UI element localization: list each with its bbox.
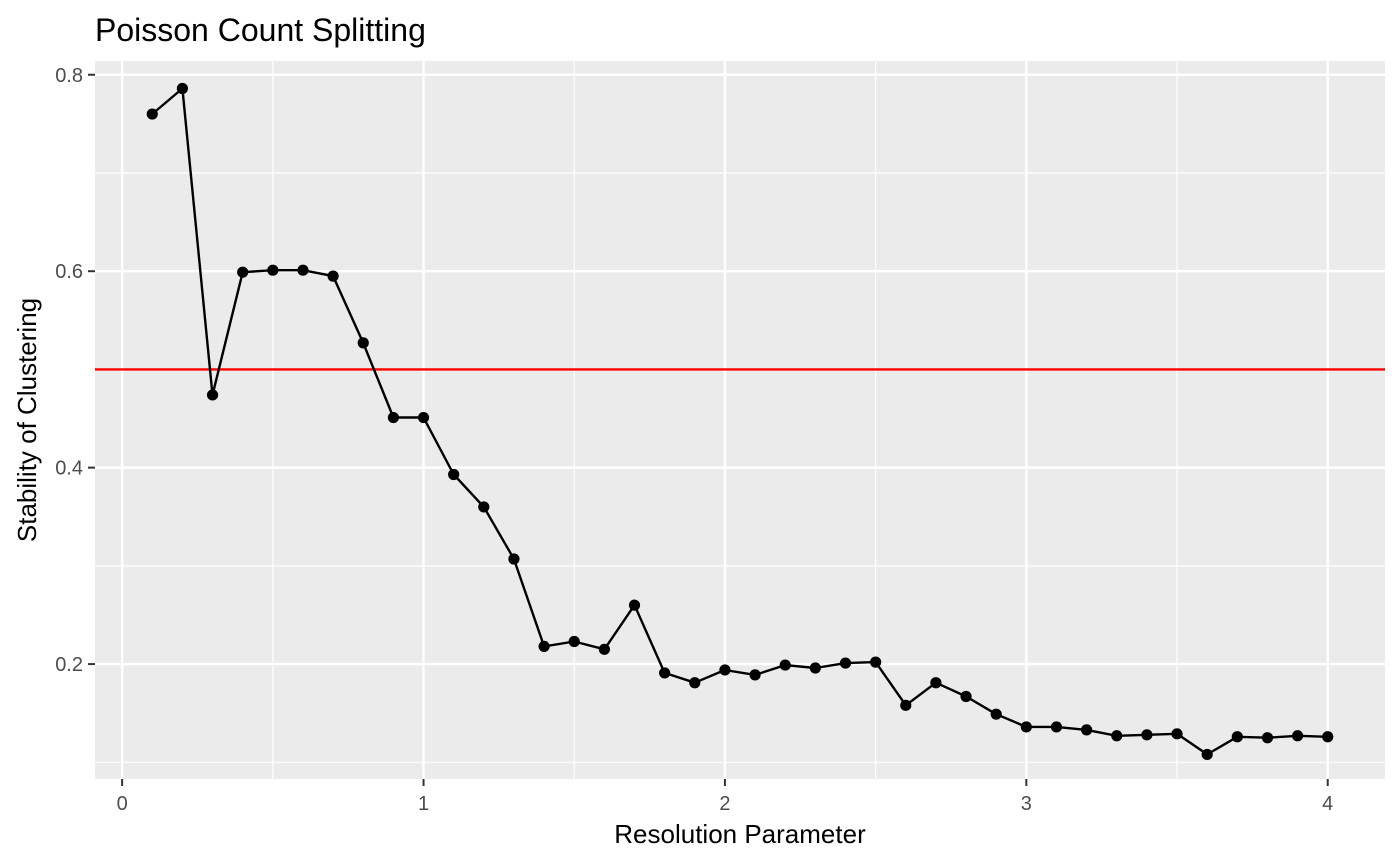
data-point-13 [538,640,550,653]
plot-panel [95,61,1385,779]
x-tick-label-0: 0 [117,793,128,815]
chart-title: Poisson Count Splitting [95,12,426,48]
data-point-33 [1141,729,1153,741]
data-point-8 [387,411,399,424]
data-point-1 [176,82,189,95]
data-point-4 [267,264,279,276]
y-tick-label-2: 0.6 [55,261,83,283]
data-point-14 [568,635,580,648]
data-point-21 [779,659,791,671]
data-points [146,82,1334,761]
data-point-18 [689,677,701,689]
data-point-29 [1020,721,1032,733]
data-point-2 [206,389,219,401]
data-point-15 [598,643,610,655]
data-point-24 [870,656,882,668]
data-point-35 [1201,748,1213,761]
data-point-5 [297,264,309,276]
data-point-22 [809,662,821,674]
y-tick-label-1: 0.4 [55,458,83,480]
data-point-11 [478,501,490,513]
data-point-3 [237,266,249,278]
data-point-9 [417,411,430,424]
y-axis-title: Stability of Clustering [12,298,42,542]
data-point-7 [357,337,369,349]
data-point-12 [508,553,520,565]
x-axis: 0 1 2 3 4 [117,779,1333,815]
data-point-25 [900,699,912,711]
data-point-6 [327,270,339,282]
data-point-27 [960,690,972,703]
x-tick-label-1: 1 [418,793,429,815]
data-point-30 [1050,721,1063,733]
x-tick-label-4: 4 [1322,793,1333,815]
y-tick-label-0: 0.2 [55,654,83,676]
series-line [151,87,1328,756]
data-point-31 [1081,724,1093,736]
data-point-38 [1291,730,1304,742]
y-tick-label-3: 0.8 [55,65,83,87]
data-point-20 [749,669,761,681]
x-axis-title: Resolution Parameter [614,819,866,849]
data-point-28 [990,708,1002,720]
data-point-10 [448,468,460,481]
data-point-19 [719,664,731,676]
data-point-39 [1322,731,1334,743]
data-point-23 [839,657,852,669]
data-point-17 [659,667,671,679]
data-point-16 [628,599,641,611]
data-point-0 [146,108,158,120]
x-tick-label-3: 3 [1021,793,1032,815]
data-point-36 [1231,731,1243,743]
data-point-34 [1171,728,1183,740]
data-point-26 [930,677,942,689]
data-point-32 [1111,730,1123,742]
y-axis: 0.2 0.4 0.6 0.8 [55,65,95,676]
data-point-37 [1261,732,1274,744]
x-tick-label-2: 2 [719,793,730,815]
